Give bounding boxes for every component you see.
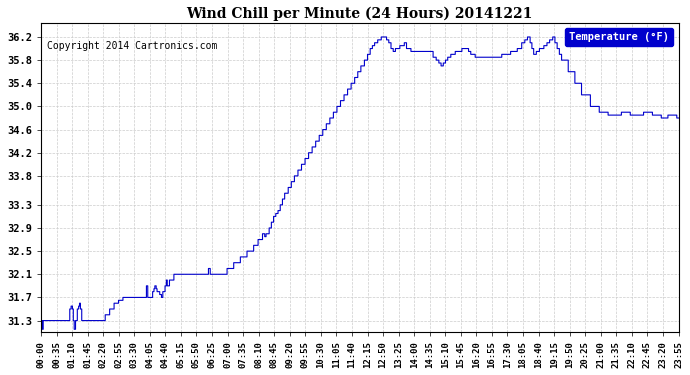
Text: Copyright 2014 Cartronics.com: Copyright 2014 Cartronics.com	[48, 41, 218, 51]
Title: Wind Chill per Minute (24 Hours) 20141221: Wind Chill per Minute (24 Hours) 2014122…	[186, 7, 533, 21]
Legend: Temperature (°F): Temperature (°F)	[565, 28, 673, 46]
